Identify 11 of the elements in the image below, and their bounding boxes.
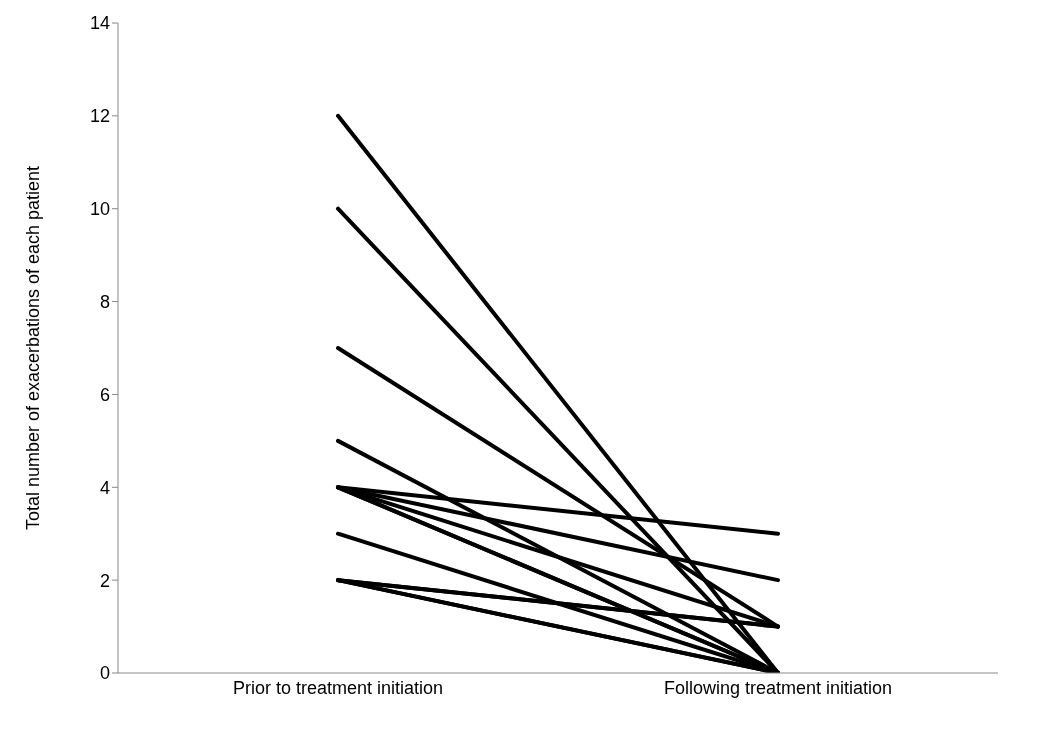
y-tick-label: 8	[99, 291, 110, 312]
y-tick-label: 2	[99, 570, 110, 591]
y-tick-label: 10	[89, 199, 110, 220]
x-tick-label: Prior to treatment initiation	[232, 677, 444, 698]
y-tick-label: 6	[99, 384, 110, 405]
y-tick-label: 14	[89, 13, 110, 34]
y-tick-label: 4	[99, 477, 110, 498]
y-axis-title: Total number of exacerbations of each patient	[23, 165, 44, 531]
y-tick-label: 12	[89, 106, 110, 127]
y-tick-label: 0	[99, 663, 110, 684]
x-tick-label: Following treatment initiation	[663, 677, 893, 698]
